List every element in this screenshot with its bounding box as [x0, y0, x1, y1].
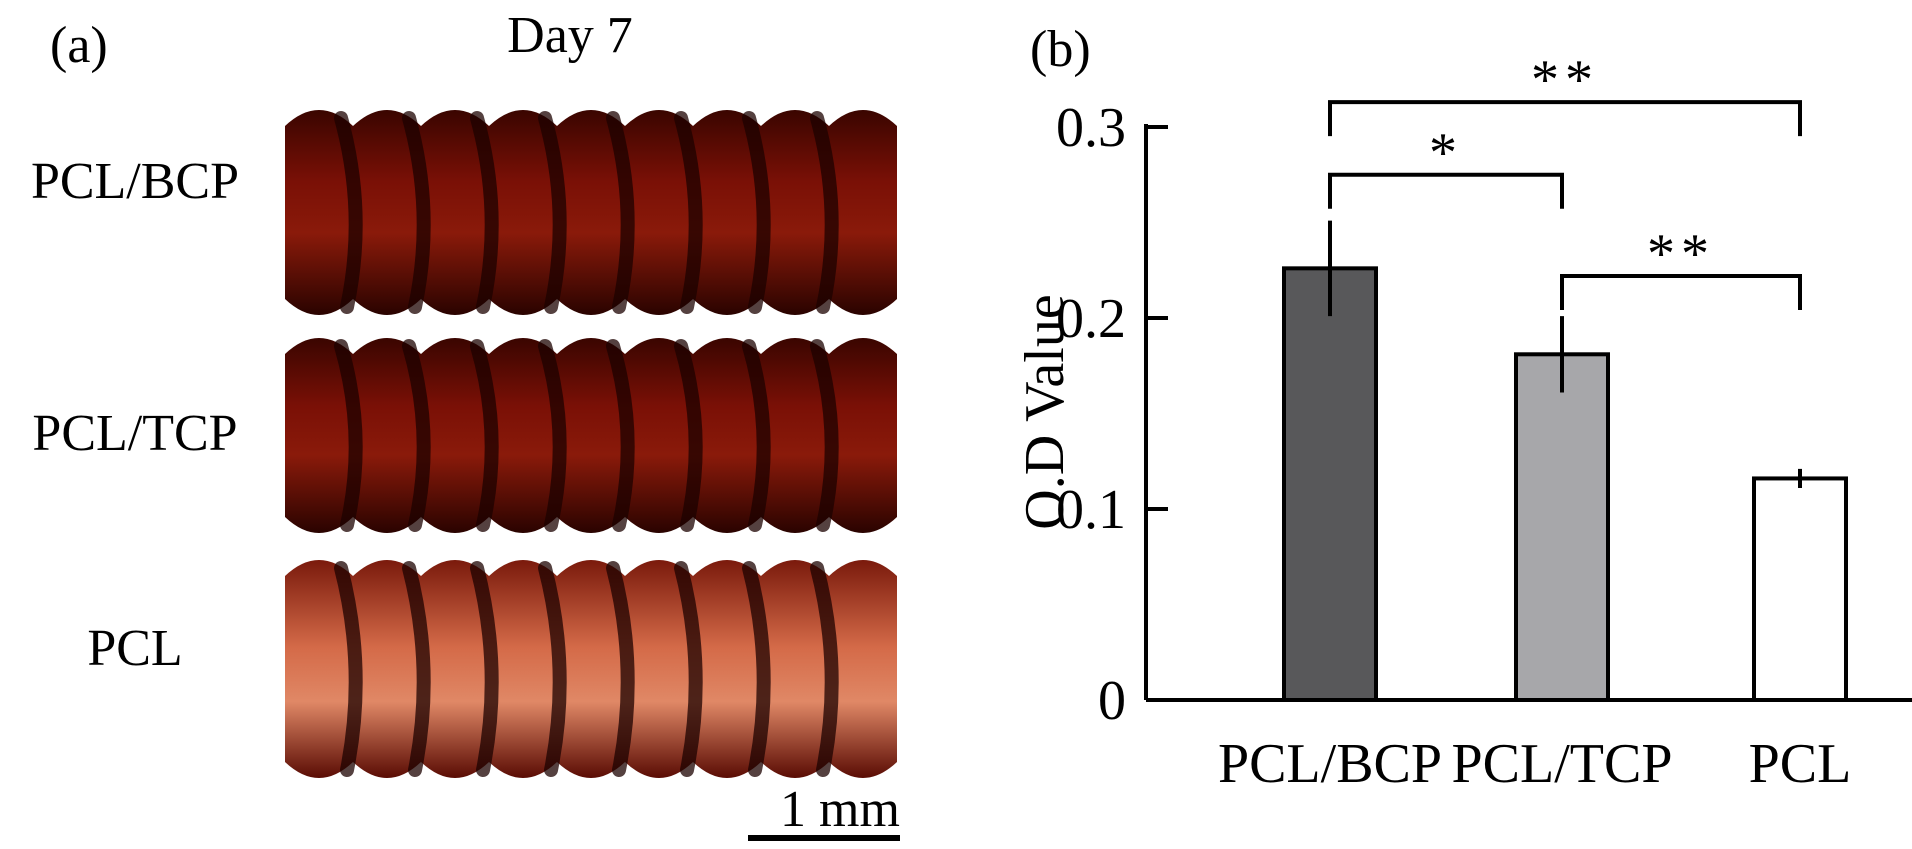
- scaffold-groove: [470, 339, 499, 532]
- scaffold-groove: [606, 339, 635, 532]
- panel-b: (b) O.D Value 0 0.1 0.2 0.3 PCL/BCP PCL/TCP PC…: [1014, 21, 1912, 795]
- scaffold-groove: [810, 339, 839, 532]
- scaffold-groove: [742, 111, 771, 314]
- panel-a-title: Day 7: [507, 7, 633, 64]
- scaffold-groove: [470, 111, 499, 314]
- significance-marker: **: [1647, 223, 1715, 285]
- x-category-label: PCL: [1749, 733, 1852, 795]
- scaffold-groove: [674, 561, 703, 777]
- row-label-pcl: PCL: [87, 620, 182, 677]
- scaffold-groove: [810, 561, 839, 777]
- panel-a: (a) Day 7 PCL/BCP PCL/TCP PCL 1 mm: [31, 7, 900, 841]
- bar-pcl-bcp: [1282, 266, 1378, 702]
- scaffold-groove: [470, 561, 499, 777]
- scaffold-groove: [674, 111, 703, 314]
- panel-a-label: (a): [50, 17, 108, 74]
- scale-bar-label: 1 mm: [780, 781, 900, 838]
- scaffold-image-pcl: [285, 560, 897, 778]
- scaffold-groove: [810, 111, 839, 314]
- y-tick-label: 0: [1098, 670, 1126, 732]
- scaffold-groove: [334, 111, 363, 314]
- scaffold-groove: [742, 339, 771, 532]
- scaffold-coil-body: [285, 560, 897, 778]
- significance-bracket: [1328, 100, 1802, 137]
- y-tick-label: 0.1: [1056, 479, 1126, 541]
- y-axis-label: O.D Value: [1014, 294, 1076, 529]
- scaffold-groove: [742, 561, 771, 777]
- scaffold-groove: [334, 561, 363, 777]
- scaffold-groove: [606, 561, 635, 777]
- y-tick-label: 0.2: [1056, 288, 1126, 350]
- bar-pcl-tcp: [1514, 352, 1610, 702]
- scaffold-groove: [538, 111, 567, 314]
- significance-bracket: [1560, 273, 1802, 310]
- scaffold-coil-body: [285, 110, 897, 315]
- row-label-pcl-bcp: PCL/BCP: [31, 153, 239, 210]
- scaffold-image-pcl-bcp: [285, 110, 897, 315]
- significance-bracket: [1328, 172, 1564, 209]
- significance-marker: **: [1531, 49, 1599, 111]
- scaffold-groove: [538, 339, 567, 532]
- scaffold-groove: [674, 339, 703, 532]
- scaffold-groove: [402, 561, 431, 777]
- row-label-pcl-tcp: PCL/TCP: [32, 405, 237, 462]
- scaffold-coil-body: [285, 338, 897, 533]
- panel-b-label: (b): [1030, 21, 1091, 78]
- scaffold-groove: [606, 111, 635, 314]
- significance-marker: *: [1429, 122, 1463, 184]
- x-category-label: PCL/TCP: [1452, 733, 1673, 795]
- scaffold-groove: [334, 339, 363, 532]
- x-category-label: PCL/BCP: [1218, 733, 1442, 795]
- bar-pcl: [1752, 476, 1848, 702]
- scaffold-groove: [402, 111, 431, 314]
- scaffold-image-pcl-tcp: [285, 338, 897, 533]
- y-tick-label: 0.3: [1056, 97, 1126, 159]
- scaffold-groove: [538, 561, 567, 777]
- scaffold-groove: [402, 339, 431, 532]
